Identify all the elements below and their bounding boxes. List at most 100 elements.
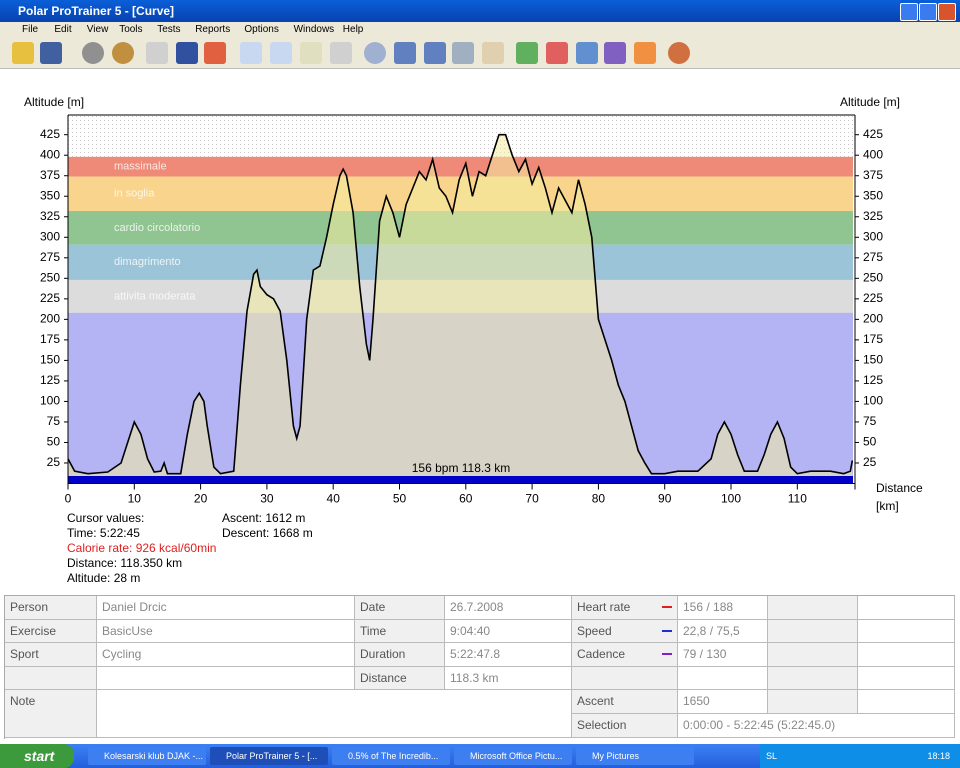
view2-icon[interactable] <box>546 42 568 64</box>
minimize-button[interactable] <box>900 3 918 21</box>
x-tick-label: 40 <box>327 492 341 506</box>
cursor-altitude: Altitude: 28 m <box>67 571 140 585</box>
altitude-line <box>67 133 854 475</box>
tool-icon[interactable] <box>424 42 446 64</box>
clock: 18:18 <box>927 751 950 761</box>
y-tick-label: 200 <box>40 312 60 326</box>
empty-cell <box>768 596 858 620</box>
save-icon[interactable] <box>40 42 62 64</box>
field-value: 0:00:00 - 5:22:45 (5:22:45.0) <box>678 714 955 738</box>
tool-icon[interactable] <box>82 42 104 64</box>
language: SL <box>766 751 778 761</box>
x-tick-label: 90 <box>658 492 672 506</box>
view1-icon[interactable] <box>516 42 538 64</box>
y2-tick-label: 250 <box>863 270 883 284</box>
view3-icon[interactable] <box>576 42 598 64</box>
user-icon[interactable] <box>204 42 226 64</box>
zone-label: massimale <box>114 161 167 173</box>
cursor-distance: Distance: 118.350 km <box>67 556 182 570</box>
empty-cell <box>97 666 355 691</box>
bar-icon[interactable] <box>270 42 292 64</box>
empty-cell <box>768 643 858 667</box>
open-icon[interactable] <box>12 42 34 64</box>
view4-icon[interactable] <box>604 42 626 64</box>
field-value: 22,8 / 75,5 <box>678 619 768 644</box>
field-label: Exercise <box>5 619 97 644</box>
x-tick-label: 110 <box>788 492 807 506</box>
taskbar-item[interactable]: My Pictures <box>576 747 694 765</box>
y-tick-label: 75 <box>47 414 61 428</box>
menu-item[interactable]: Reports <box>195 24 231 35</box>
menu-item[interactable]: Help <box>342 24 364 35</box>
cursor-heading: Cursor values: <box>67 511 144 525</box>
tool-icon[interactable] <box>452 42 474 64</box>
area-fill <box>68 134 853 484</box>
y-tick-label: 225 <box>40 291 60 305</box>
view5-icon[interactable] <box>634 42 656 64</box>
zoom-icon[interactable] <box>364 42 386 64</box>
table-icon[interactable] <box>330 42 352 64</box>
users-icon[interactable] <box>668 42 690 64</box>
y-tick-label: 325 <box>40 209 60 223</box>
y2-tick-label: 75 <box>863 414 877 428</box>
cursor-values: Cursor values: Time: 5:22:45 Calorie rat… <box>67 511 313 585</box>
menu-item[interactable]: Tools <box>119 24 143 35</box>
tool-icon[interactable] <box>482 42 504 64</box>
series-color-dash <box>662 653 672 656</box>
field-value: 9:04:40 <box>445 619 572 644</box>
taskbar: start SL 18:18 Kolesarski klub DJAK -...… <box>0 744 960 768</box>
menu-item[interactable]: View <box>86 24 109 35</box>
cursor-ascent: Ascent: 1612 m <box>222 511 305 525</box>
taskbar-item[interactable]: 0.5% of The Incredib... <box>332 747 450 765</box>
y-tick-label: 400 <box>40 147 60 161</box>
maximize-button[interactable] <box>919 3 937 21</box>
curve-icon[interactable] <box>240 42 262 64</box>
empty-cell <box>858 619 955 644</box>
calendar-icon[interactable] <box>146 42 168 64</box>
y2-tick-label: 350 <box>863 188 883 202</box>
menu-item[interactable]: Tests <box>157 24 181 35</box>
empty-cell <box>768 666 858 691</box>
tool-icon[interactable] <box>112 42 134 64</box>
book-icon[interactable] <box>176 42 198 64</box>
y2-tick-label: 200 <box>863 312 883 326</box>
field-value: 5:22:47.8 <box>445 643 572 667</box>
x-tick-label: 70 <box>525 492 539 506</box>
y2-tick-label: 375 <box>863 168 883 182</box>
percent-icon[interactable] <box>300 42 322 64</box>
x-tick-label: 100 <box>721 492 741 506</box>
cursor-calorie: Calorie rate: 926 kcal/60min <box>67 541 216 555</box>
empty-cell <box>858 643 955 667</box>
field-value: BasicUse <box>97 619 355 644</box>
empty-cell <box>768 690 858 714</box>
baseline-bar <box>68 476 853 483</box>
note-label: Note <box>5 690 97 738</box>
taskbar-item[interactable]: Kolesarski klub DJAK -... <box>88 747 206 765</box>
y-tick-label: 375 <box>40 168 60 182</box>
close-button[interactable] <box>938 3 956 21</box>
y2-axis-label: Altitude [m] <box>840 95 900 109</box>
menu-item[interactable]: Windows <box>293 24 335 35</box>
taskbar-item[interactable]: Polar ProTrainer 5 - [... <box>210 747 328 765</box>
tool-icon[interactable] <box>394 42 416 64</box>
menu-item[interactable]: Options <box>244 24 279 35</box>
y-tick-label: 300 <box>40 229 60 243</box>
field-label: Cadence <box>572 643 678 667</box>
menu-item[interactable]: Edit <box>54 24 72 35</box>
y-tick-label: 175 <box>40 332 60 346</box>
menu-item[interactable]: File <box>22 24 39 35</box>
x-axis-label: Distance <box>876 481 923 495</box>
field-value: 79 / 130 <box>678 643 768 667</box>
series-color-dash <box>662 629 672 632</box>
empty-cell <box>572 666 678 691</box>
x-tick-label: 60 <box>459 492 473 506</box>
y2-tick-label: 100 <box>863 394 883 408</box>
altitude-chart: Altitude [m] Altitude [m] Distance [km] … <box>24 95 923 585</box>
start-button[interactable]: start <box>0 744 74 768</box>
x-tick-label: 20 <box>194 492 208 506</box>
taskbar-item[interactable]: Microsoft Office Pictu... <box>454 747 572 765</box>
y2-tick-label: 300 <box>863 229 883 243</box>
note-value <box>97 690 572 738</box>
y2-tick-label: 125 <box>863 373 883 387</box>
